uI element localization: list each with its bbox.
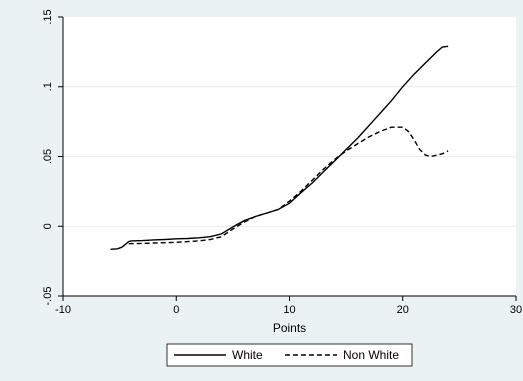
x-tick-label: 0 <box>173 304 179 316</box>
series-lines <box>110 45 449 250</box>
series-line-non-white <box>128 126 449 245</box>
x-tick-label: 10 <box>283 304 295 316</box>
x-tick-label: 30 <box>510 304 522 316</box>
x-axis-ticks: -10 0 10 20 30 <box>55 296 522 316</box>
legend-label: White <box>232 348 263 362</box>
grid-lines <box>63 86 516 227</box>
y-tick-label: .15 <box>42 9 54 24</box>
y-axis-ticks: -.05 0 .05 .1 .15 <box>42 9 63 305</box>
y-tick-label: 0 <box>42 223 54 229</box>
y-tick-label: .1 <box>42 82 54 91</box>
x-axis-title: Points <box>273 321 306 335</box>
y-tick-label: .05 <box>42 149 54 164</box>
legend-label: Non White <box>343 348 399 362</box>
legend: White Non White <box>166 343 413 367</box>
x-tick-label: -10 <box>55 304 71 316</box>
x-tick-label: 20 <box>397 304 409 316</box>
y-tick-label: -.05 <box>42 287 54 306</box>
